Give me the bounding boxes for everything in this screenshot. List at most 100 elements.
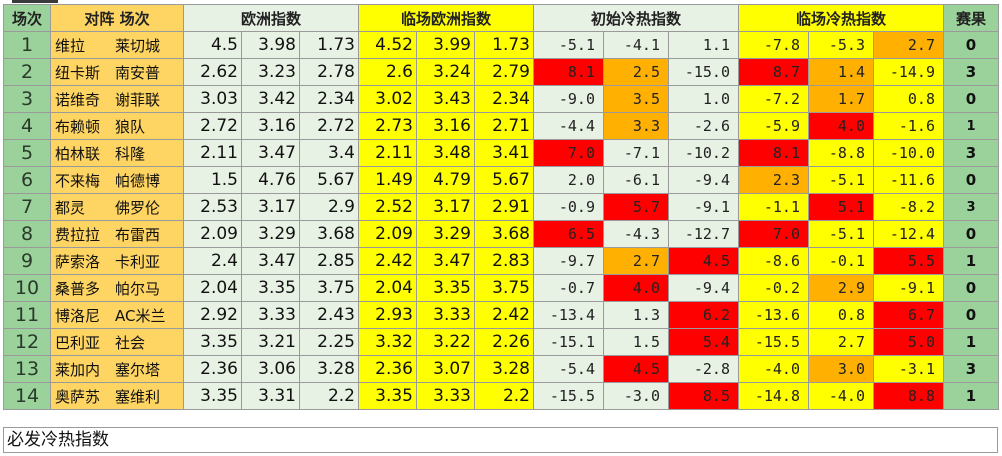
live-heat-cell[interactable]: -7.8 (738, 31, 809, 59)
euro-odds-cell[interactable]: 2.43 (299, 301, 359, 329)
init-heat-cell[interactable]: 4.5 (603, 355, 669, 383)
live-euro-odds-cell[interactable]: 3.02 (358, 85, 417, 113)
live-heat-cell[interactable]: 1.7 (808, 85, 874, 113)
live-heat-cell[interactable]: 8.8 (873, 382, 944, 410)
match-index-cell[interactable]: 1 (3, 31, 51, 59)
header-idx[interactable]: 场次 (3, 4, 51, 32)
euro-odds-cell[interactable]: 3.47 (241, 139, 300, 167)
live-heat-cell[interactable]: -8.8 (808, 139, 874, 167)
init-heat-cell[interactable]: 4.5 (668, 247, 739, 275)
live-heat-cell[interactable]: 4.0 (808, 112, 874, 140)
init-heat-cell[interactable]: -0.9 (533, 193, 604, 221)
live-heat-cell[interactable]: -4.0 (738, 355, 809, 383)
live-euro-odds-cell[interactable]: 2.83 (474, 247, 534, 275)
live-euro-odds-cell[interactable]: 1.49 (358, 166, 417, 194)
init-heat-cell[interactable]: 7.0 (533, 139, 604, 167)
init-heat-cell[interactable]: -4.4 (533, 112, 604, 140)
match-index-cell[interactable]: 14 (3, 382, 51, 410)
init-heat-cell[interactable]: -0.7 (533, 274, 604, 302)
euro-odds-cell[interactable]: 3.21 (241, 328, 300, 356)
live-euro-odds-cell[interactable]: 3.48 (416, 139, 475, 167)
init-heat-cell[interactable]: 1.3 (603, 301, 669, 329)
live-heat-cell[interactable]: -10.0 (873, 139, 944, 167)
euro-odds-cell[interactable]: 3.98 (241, 31, 300, 59)
match-index-cell[interactable]: 9 (3, 247, 51, 275)
match-teams-cell[interactable]: 诺维奇 谢菲联 (50, 85, 184, 113)
live-euro-odds-cell[interactable]: 5.67 (474, 166, 534, 194)
init-heat-cell[interactable]: -15.1 (533, 328, 604, 356)
live-heat-cell[interactable]: 5.1 (808, 193, 874, 221)
live-heat-cell[interactable]: -11.6 (873, 166, 944, 194)
euro-odds-cell[interactable]: 3.03 (183, 85, 242, 113)
live-euro-odds-cell[interactable]: 2.71 (474, 112, 534, 140)
live-euro-odds-cell[interactable]: 2.93 (358, 301, 417, 329)
match-index-cell[interactable]: 6 (3, 166, 51, 194)
euro-odds-cell[interactable]: 2.85 (299, 247, 359, 275)
euro-odds-cell[interactable]: 2.92 (183, 301, 242, 329)
euro-odds-cell[interactable]: 3.35 (183, 328, 242, 356)
live-heat-cell[interactable]: -5.1 (808, 166, 874, 194)
euro-odds-cell[interactable]: 3.42 (241, 85, 300, 113)
live-euro-odds-cell[interactable]: 3.07 (416, 355, 475, 383)
live-heat-cell[interactable]: 3.0 (808, 355, 874, 383)
euro-odds-cell[interactable]: 3.47 (241, 247, 300, 275)
live-heat-cell[interactable]: 0.8 (873, 85, 944, 113)
live-heat-cell[interactable]: 7.0 (738, 220, 809, 248)
live-euro-odds-cell[interactable]: 3.33 (416, 301, 475, 329)
live-heat-cell[interactable]: 5.5 (873, 247, 944, 275)
match-teams-cell[interactable]: 桑普多 帕尔马 (50, 274, 184, 302)
euro-odds-cell[interactable]: 2.09 (183, 220, 242, 248)
init-heat-cell[interactable]: -7.1 (603, 139, 669, 167)
live-euro-odds-cell[interactable]: 2.36 (358, 355, 417, 383)
result-cell[interactable]: 1 (943, 328, 999, 356)
result-cell[interactable]: 0 (943, 85, 999, 113)
init-heat-cell[interactable]: 4.0 (603, 274, 669, 302)
live-heat-cell[interactable]: -0.2 (738, 274, 809, 302)
init-heat-cell[interactable]: -12.7 (668, 220, 739, 248)
result-cell[interactable]: 0 (943, 166, 999, 194)
live-heat-cell[interactable]: -3.1 (873, 355, 944, 383)
init-heat-cell[interactable]: 2.0 (533, 166, 604, 194)
live-heat-cell[interactable]: -7.2 (738, 85, 809, 113)
live-heat-cell[interactable]: 5.0 (873, 328, 944, 356)
live-euro-odds-cell[interactable]: 2.52 (358, 193, 417, 221)
match-teams-cell[interactable]: 不来梅 帕德博 (50, 166, 184, 194)
init-heat-cell[interactable]: -5.4 (533, 355, 604, 383)
live-euro-odds-cell[interactable]: 4.52 (358, 31, 417, 59)
result-cell[interactable]: 0 (943, 220, 999, 248)
header-init-heat[interactable]: 初始冷热指数 (533, 4, 739, 32)
euro-odds-cell[interactable]: 2.25 (299, 328, 359, 356)
live-heat-cell[interactable]: -15.5 (738, 328, 809, 356)
live-heat-cell[interactable]: -4.0 (808, 382, 874, 410)
live-heat-cell[interactable]: -1.1 (738, 193, 809, 221)
result-cell[interactable]: 0 (943, 301, 999, 329)
live-euro-odds-cell[interactable]: 3.68 (474, 220, 534, 248)
init-heat-cell[interactable]: 5.7 (603, 193, 669, 221)
match-teams-cell[interactable]: 维拉 莱切城 (50, 31, 184, 59)
match-index-cell[interactable]: 5 (3, 139, 51, 167)
live-euro-odds-cell[interactable]: 3.41 (474, 139, 534, 167)
match-index-cell[interactable]: 4 (3, 112, 51, 140)
init-heat-cell[interactable]: 6.5 (533, 220, 604, 248)
init-heat-cell[interactable]: -6.1 (603, 166, 669, 194)
euro-odds-cell[interactable]: 3.68 (299, 220, 359, 248)
live-euro-odds-cell[interactable]: 2.34 (474, 85, 534, 113)
euro-odds-cell[interactable]: 4.76 (241, 166, 300, 194)
live-euro-odds-cell[interactable]: 3.35 (416, 274, 475, 302)
match-teams-cell[interactable]: 都灵 佛罗伦 (50, 193, 184, 221)
header-live-euro[interactable]: 临场欧洲指数 (358, 4, 534, 32)
header-live-heat[interactable]: 临场冷热指数 (738, 4, 944, 32)
match-teams-cell[interactable]: 奥萨苏 塞维利 (50, 382, 184, 410)
result-cell[interactable]: 3 (943, 58, 999, 86)
live-euro-odds-cell[interactable]: 2.11 (358, 139, 417, 167)
match-teams-cell[interactable]: 费拉拉 布雷西 (50, 220, 184, 248)
match-teams-cell[interactable]: 萨索洛 卡利亚 (50, 247, 184, 275)
live-heat-cell[interactable]: 2.7 (873, 31, 944, 59)
init-heat-cell[interactable]: -9.7 (533, 247, 604, 275)
euro-odds-cell[interactable]: 3.35 (183, 382, 242, 410)
live-heat-cell[interactable]: -13.6 (738, 301, 809, 329)
euro-odds-cell[interactable]: 2.34 (299, 85, 359, 113)
live-heat-cell[interactable]: -0.1 (808, 247, 874, 275)
live-euro-odds-cell[interactable]: 3.75 (474, 274, 534, 302)
live-heat-cell[interactable]: 2.9 (808, 274, 874, 302)
